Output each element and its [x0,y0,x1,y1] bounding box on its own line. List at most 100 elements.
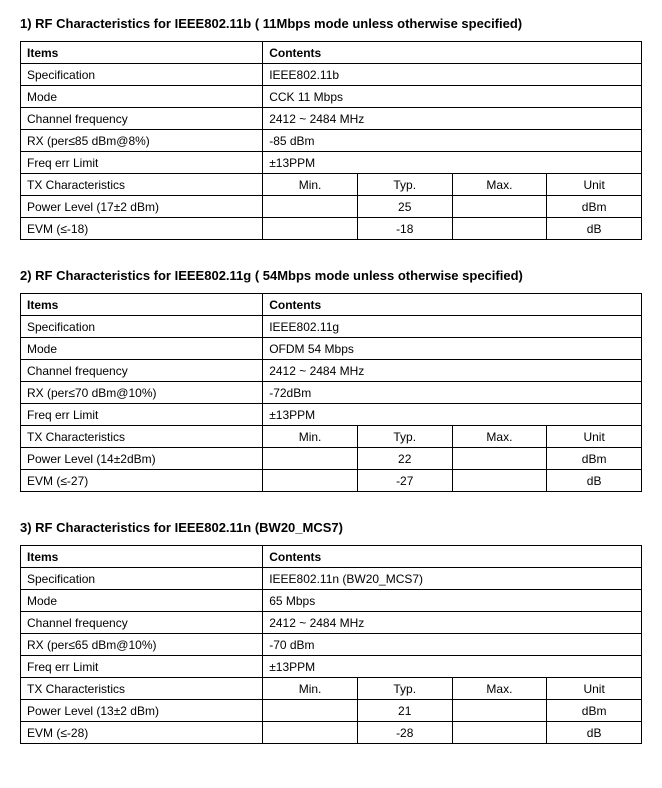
table-row: RX (per≤70 dBm@10%)-72dBm [21,382,642,404]
table-row: ModeCCK 11 Mbps [21,86,642,108]
tx-max [452,722,547,744]
tx-header-row: TX CharacteristicsMin.Typ.Max.Unit [21,678,642,700]
section: 3) RF Characteristics for IEEE802.11n (B… [20,520,642,744]
tx-typ: -27 [357,470,452,492]
table-row: Channel frequency2412 ~ 2484 MHz [21,612,642,634]
table-row: Mode65 Mbps [21,590,642,612]
rf-characteristics-table: ItemsContentsSpecificationIEEE802.11bMod… [20,41,642,240]
col-min: Min. [263,426,358,448]
header-contents: Contents [263,294,642,316]
table-row: RX (per≤65 dBm@10%)-70 dBm [21,634,642,656]
row-label: Freq err Limit [21,656,263,678]
table-header-row: ItemsContents [21,546,642,568]
table-row: SpecificationIEEE802.11b [21,64,642,86]
tx-min [263,722,358,744]
row-value: IEEE802.11g [263,316,642,338]
tx-row: EVM (≤-27) -27 dB [21,470,642,492]
header-contents: Contents [263,42,642,64]
section-title: 1) RF Characteristics for IEEE802.11b ( … [20,16,642,31]
row-label: Channel frequency [21,108,263,130]
table-row: SpecificationIEEE802.11n (BW20_MCS7) [21,568,642,590]
row-value: -70 dBm [263,634,642,656]
section: 2) RF Characteristics for IEEE802.11g ( … [20,268,642,492]
row-value: ±13PPM [263,404,642,426]
tx-row-label: EVM (≤-28) [21,722,263,744]
row-label: Specification [21,568,263,590]
row-label: Freq err Limit [21,152,263,174]
header-contents: Contents [263,546,642,568]
section-title: 2) RF Characteristics for IEEE802.11g ( … [20,268,642,283]
tx-characteristics-label: TX Characteristics [21,174,263,196]
col-max: Max. [452,174,547,196]
row-label: Mode [21,86,263,108]
col-typ: Typ. [357,678,452,700]
tx-header-row: TX CharacteristicsMin.Typ.Max.Unit [21,174,642,196]
tx-max [452,448,547,470]
tx-row-label: EVM (≤-27) [21,470,263,492]
tx-min [263,196,358,218]
tx-row-label: EVM (≤-18) [21,218,263,240]
col-typ: Typ. [357,426,452,448]
row-label: Freq err Limit [21,404,263,426]
tx-row: EVM (≤-18) -18 dB [21,218,642,240]
row-label: Channel frequency [21,612,263,634]
tx-row: Power Level (17±2 dBm) 25 dBm [21,196,642,218]
row-label: Mode [21,590,263,612]
header-items: Items [21,546,263,568]
tx-row: EVM (≤-28)-28dB [21,722,642,744]
row-value: -85 dBm [263,130,642,152]
col-unit: Unit [547,174,642,196]
row-label: RX (per≤65 dBm@10%) [21,634,263,656]
header-items: Items [21,294,263,316]
tx-characteristics-label: TX Characteristics [21,678,263,700]
table-row: ModeOFDM 54 Mbps [21,338,642,360]
tx-header-row: TX CharacteristicsMin.Typ.Max.Unit [21,426,642,448]
row-value: ±13PPM [263,656,642,678]
header-items: Items [21,42,263,64]
tx-min [263,700,358,722]
table-row: Freq err Limit±13PPM [21,404,642,426]
table-row: RX (per≤85 dBm@8%)-85 dBm [21,130,642,152]
row-label: RX (per≤85 dBm@8%) [21,130,263,152]
rf-characteristics-table: ItemsContentsSpecificationIEEE802.11n (B… [20,545,642,744]
row-value: ±13PPM [263,152,642,174]
table-row: SpecificationIEEE802.11g [21,316,642,338]
tx-characteristics-label: TX Characteristics [21,426,263,448]
row-label: Mode [21,338,263,360]
row-value: IEEE802.11b [263,64,642,86]
tx-row-label: Power Level (14±2dBm) [21,448,263,470]
tx-unit: dBm [547,448,642,470]
tx-row: Power Level (14±2dBm)22dBm [21,448,642,470]
tx-unit: dBm [547,700,642,722]
tx-max [452,700,547,722]
section: 1) RF Characteristics for IEEE802.11b ( … [20,16,642,240]
table-row: Freq err Limit±13PPM [21,656,642,678]
tx-min [263,448,358,470]
tx-unit: dB [547,218,642,240]
row-label: RX (per≤70 dBm@10%) [21,382,263,404]
row-label: Specification [21,316,263,338]
rf-characteristics-table: ItemsContentsSpecificationIEEE802.11gMod… [20,293,642,492]
col-min: Min. [263,174,358,196]
tx-typ: -28 [357,722,452,744]
tx-min [263,470,358,492]
tx-unit: dBm [547,196,642,218]
row-value: CCK 11 Mbps [263,86,642,108]
tx-max [452,218,547,240]
row-value: IEEE802.11n (BW20_MCS7) [263,568,642,590]
tx-typ: 25 [357,196,452,218]
row-value: 65 Mbps [263,590,642,612]
tx-row-label: Power Level (17±2 dBm) [21,196,263,218]
row-value: 2412 ~ 2484 MHz [263,360,642,382]
tx-max [452,470,547,492]
tx-typ: 21 [357,700,452,722]
tx-unit: dB [547,470,642,492]
table-header-row: ItemsContents [21,42,642,64]
table-row: Channel frequency2412 ~ 2484 MHz [21,108,642,130]
col-unit: Unit [547,678,642,700]
tx-typ: -18 [357,218,452,240]
tx-min [263,218,358,240]
col-max: Max. [452,678,547,700]
col-unit: Unit [547,426,642,448]
document-root: 1) RF Characteristics for IEEE802.11b ( … [20,16,642,744]
